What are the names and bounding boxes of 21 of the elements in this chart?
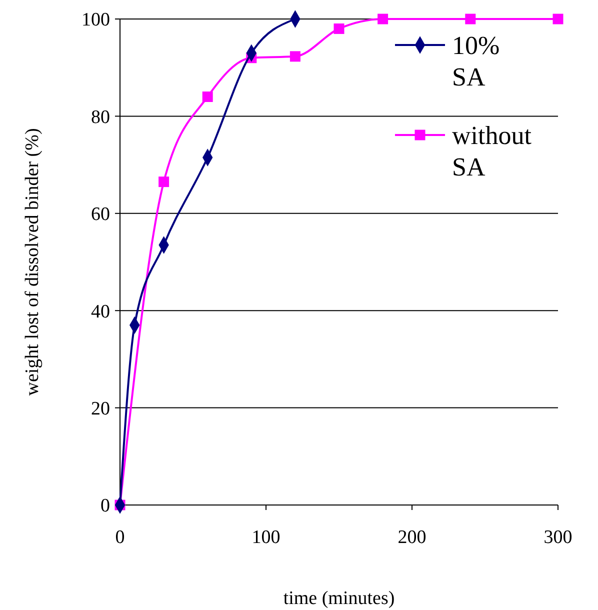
point <box>378 14 388 24</box>
y-tick-label: 60 <box>91 204 110 226</box>
legend-label: 10% SA <box>452 31 500 92</box>
y-tick-label: 100 <box>82 10 110 31</box>
x-axis-title: time (minutes) <box>283 588 395 609</box>
point <box>290 51 300 62</box>
point <box>158 176 170 188</box>
x-tick-label: 200 <box>398 527 426 548</box>
y-tick-label: 0 <box>100 496 110 517</box>
y-axis-title: weight lost of dissolved binder (%) <box>22 128 43 396</box>
y-tick-label: 40 <box>91 301 110 322</box>
x-tick-label: 100 <box>252 527 280 548</box>
point <box>334 23 344 34</box>
point <box>552 14 564 24</box>
y-tick-label: 80 <box>91 106 110 128</box>
point <box>465 14 476 24</box>
x-tick-label: 300 <box>544 527 572 548</box>
legend-label: without SA <box>452 121 532 182</box>
x-tick-label: 0 <box>115 527 125 548</box>
y-tick-label: 20 <box>91 398 110 420</box>
point <box>202 92 213 102</box>
